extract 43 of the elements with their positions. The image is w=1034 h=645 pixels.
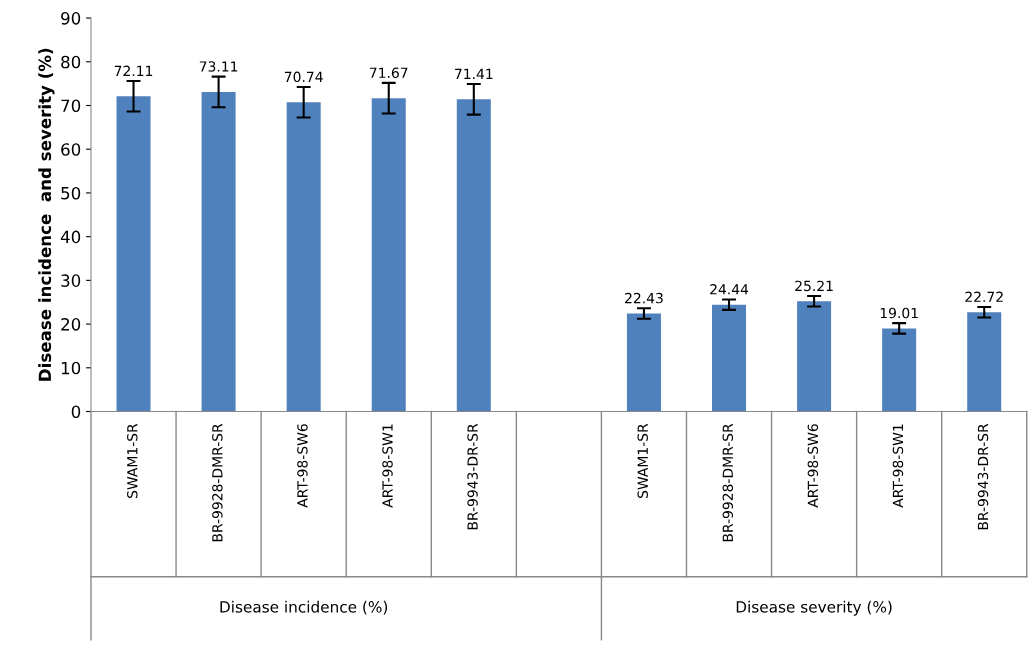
x-tick-label: SWAM1-SR [637, 423, 648, 498]
data-label: 22.43 [625, 292, 663, 304]
x-tick-label: BR-9943-DR-SR [977, 423, 989, 530]
x-tick-label: SWAM1-SR [127, 423, 138, 498]
y-tick-label: 10 [61, 361, 81, 375]
data-label: 73.11 [199, 61, 238, 72]
y-tick-label: 60 [61, 143, 81, 156]
y-tick-label: 80 [61, 55, 81, 69]
x-tick-label: BR-9928-DMR-SR [722, 423, 734, 542]
bar [797, 301, 832, 412]
x-tick-label: ART-98-SW1 [382, 424, 393, 508]
x-tick-label: BR-9928-DMR-SR [212, 423, 223, 542]
y-tick-label: 50 [61, 186, 81, 200]
y-tick-label: 70 [61, 99, 81, 113]
bar [456, 99, 491, 412]
y-tick-label: 30 [61, 274, 81, 287]
data-label: 24.44 [710, 284, 749, 295]
data-label: 71.41 [455, 68, 493, 79]
y-tick-label: 0 [71, 405, 81, 419]
data-label: 19.01 [880, 307, 918, 319]
bar [712, 304, 747, 412]
x-tick-label: ART-98-SW6 [297, 424, 308, 508]
x-tick-label: ART-98-SW6 [807, 424, 819, 508]
data-label: 25.21 [795, 280, 833, 292]
bar [626, 313, 661, 412]
text: Disease severity (%) [736, 600, 892, 616]
y-tick-label: 20 [61, 318, 81, 331]
data-label: 71.67 [370, 67, 408, 79]
bar [967, 312, 1002, 412]
text: Disease incidence (%) [220, 600, 388, 615]
data-label: 72.11 [114, 65, 153, 76]
y-axis-title: Disease incidence and severity (%) [38, 48, 55, 381]
bar [882, 328, 917, 412]
x-tick-label: BR-9943-DR-SR [467, 423, 478, 530]
data-label: 22.72 [965, 291, 1003, 302]
bar [371, 98, 406, 412]
bar [201, 91, 236, 412]
y-tick-label: 90 [61, 12, 81, 25]
bar [286, 102, 321, 412]
x-tick-label: ART-98-SW1 [892, 424, 904, 508]
y-tick-label: 40 [60, 230, 81, 244]
bar [116, 96, 151, 412]
data-label: 70.74 [284, 71, 323, 83]
